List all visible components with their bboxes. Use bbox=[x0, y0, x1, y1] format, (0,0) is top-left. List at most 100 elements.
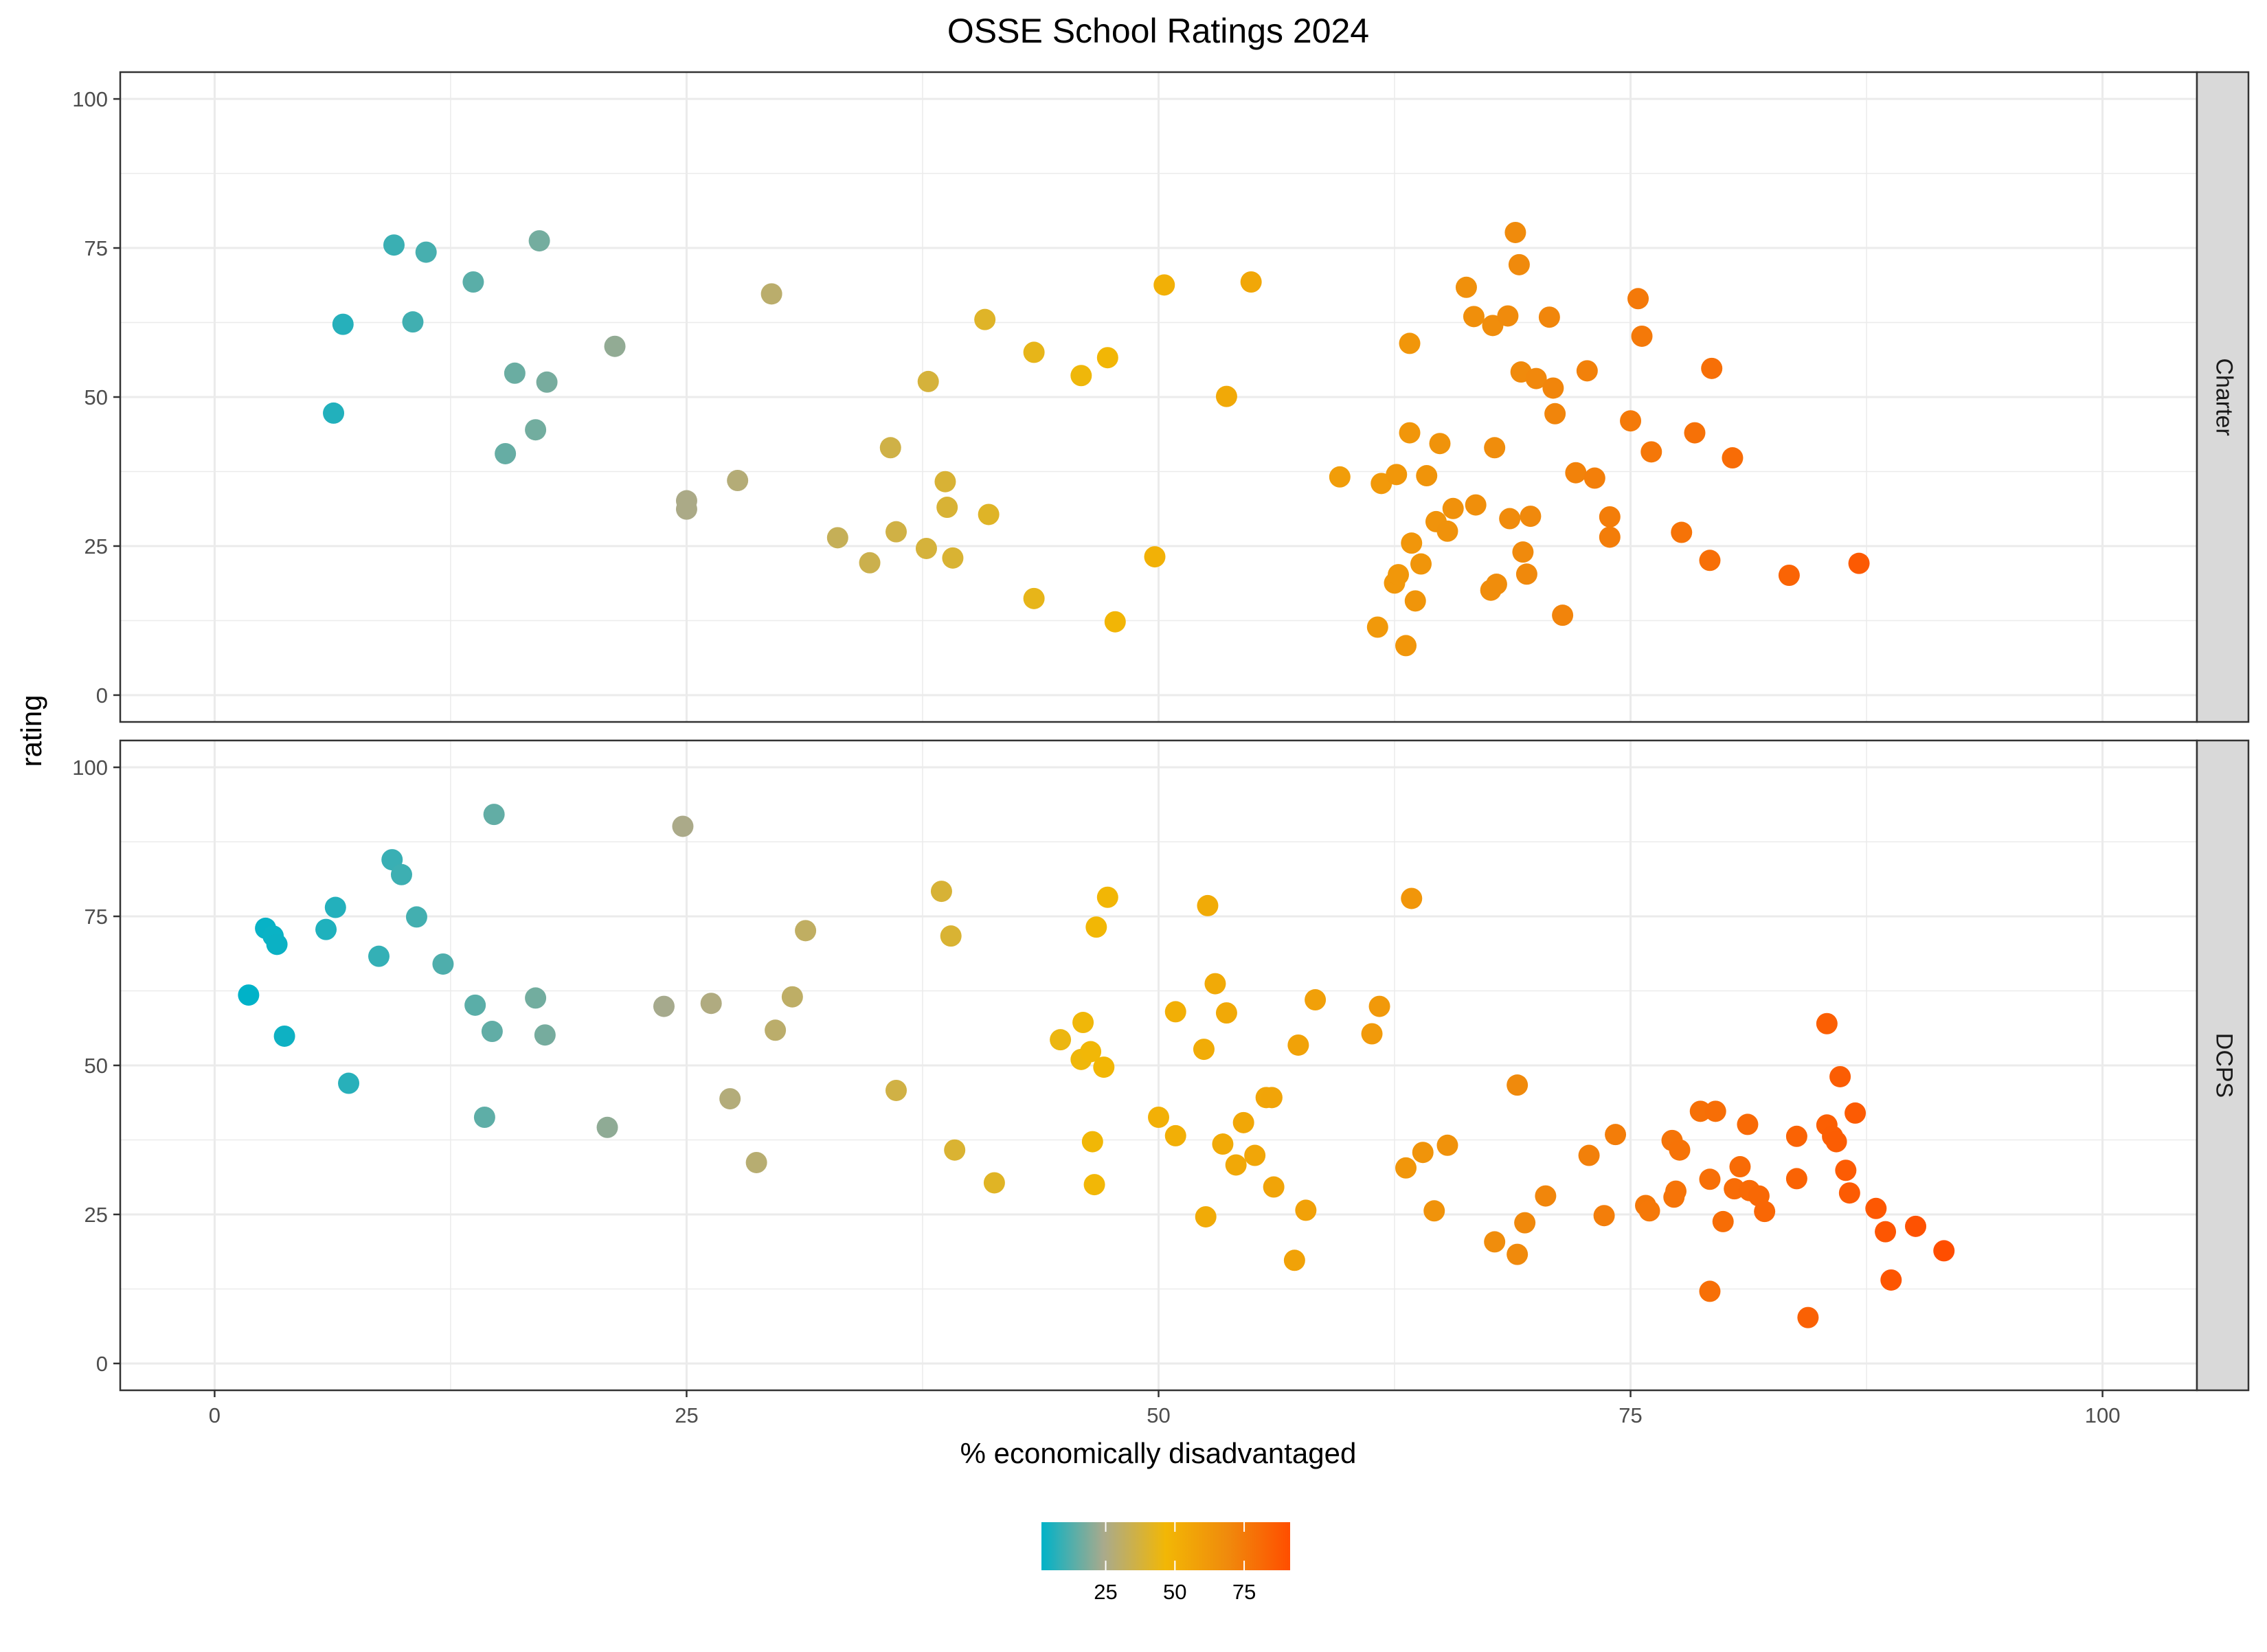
y-tick-label: 50 bbox=[84, 385, 108, 409]
data-point bbox=[1875, 1221, 1897, 1243]
data-point bbox=[1401, 532, 1423, 554]
data-point bbox=[1465, 494, 1487, 516]
legend-tick-label: 75 bbox=[1232, 1580, 1256, 1604]
data-point bbox=[238, 984, 260, 1006]
x-axis-ticks: 0 25 50 75 100 bbox=[209, 1390, 2120, 1427]
data-point bbox=[1096, 886, 1118, 908]
data-point bbox=[1395, 635, 1417, 657]
data-point bbox=[1482, 315, 1504, 337]
data-point bbox=[596, 1116, 618, 1138]
chart-title: OSSE School Ratings 2024 bbox=[947, 12, 1369, 50]
data-point bbox=[1905, 1215, 1927, 1237]
data-point bbox=[1712, 1210, 1734, 1232]
data-point bbox=[273, 1025, 295, 1047]
data-point bbox=[1401, 887, 1423, 909]
data-point bbox=[1215, 385, 1237, 407]
y-tick-label: 0 bbox=[96, 683, 108, 708]
y-tick-label: 100 bbox=[72, 87, 108, 111]
data-point bbox=[1081, 1131, 1103, 1153]
data-point bbox=[1072, 1012, 1094, 1034]
data-point bbox=[525, 987, 547, 1009]
data-point bbox=[1865, 1197, 1887, 1219]
data-point bbox=[481, 1021, 503, 1043]
data-point bbox=[1583, 467, 1605, 489]
data-point bbox=[1023, 587, 1045, 609]
data-point bbox=[1593, 1205, 1615, 1227]
data-point bbox=[1244, 1144, 1266, 1166]
data-point bbox=[1423, 1200, 1445, 1222]
legend-tick-label: 50 bbox=[1163, 1580, 1186, 1604]
data-point bbox=[1512, 541, 1534, 563]
data-point bbox=[727, 470, 749, 492]
color-legend: 25 50 75 bbox=[1041, 1522, 1290, 1604]
data-point bbox=[1689, 1100, 1711, 1122]
data-point bbox=[1395, 1157, 1417, 1179]
data-point bbox=[1104, 611, 1126, 633]
data-point bbox=[1848, 552, 1870, 574]
data-point bbox=[1640, 441, 1662, 463]
data-point bbox=[859, 552, 881, 574]
data-point bbox=[1669, 1139, 1691, 1161]
data-point bbox=[1305, 989, 1327, 1011]
y-tick-label: 100 bbox=[72, 756, 108, 780]
panel-charter: 0 25 50 75 100 Charter bbox=[72, 71, 2250, 723]
y-tick-label: 50 bbox=[84, 1054, 108, 1078]
data-point bbox=[534, 1024, 556, 1046]
data-point bbox=[653, 995, 675, 1017]
panel-charter-grid bbox=[120, 72, 2197, 722]
data-point bbox=[1416, 465, 1438, 487]
data-point bbox=[1729, 1156, 1751, 1178]
data-point bbox=[432, 953, 454, 975]
data-point bbox=[1504, 221, 1526, 243]
data-point bbox=[1542, 377, 1564, 399]
data-point bbox=[1671, 521, 1693, 543]
data-point bbox=[915, 537, 937, 559]
data-point bbox=[940, 925, 962, 947]
legend-tick-label: 25 bbox=[1094, 1580, 1117, 1604]
data-point bbox=[1366, 616, 1388, 638]
data-point bbox=[1880, 1269, 1902, 1291]
data-point bbox=[1933, 1240, 1955, 1262]
data-point bbox=[462, 271, 484, 293]
panel-dcps-grid bbox=[120, 740, 2197, 1390]
data-point bbox=[528, 230, 550, 252]
data-point bbox=[672, 815, 694, 837]
data-point bbox=[604, 335, 626, 357]
panel-dcps-y-ticks: 0 25 50 75 100 bbox=[72, 756, 120, 1376]
data-point bbox=[504, 362, 526, 384]
panel-dcps: 0 25 50 75 100 DCPS bbox=[72, 739, 2250, 1392]
data-point bbox=[1737, 1113, 1759, 1135]
data-point bbox=[1164, 1001, 1186, 1023]
data-point bbox=[1499, 508, 1521, 530]
data-point bbox=[1148, 1107, 1169, 1129]
data-point bbox=[886, 1079, 907, 1101]
data-point bbox=[1631, 325, 1653, 347]
data-point bbox=[1096, 347, 1118, 369]
data-point bbox=[1410, 553, 1432, 575]
data-point bbox=[1620, 410, 1642, 432]
data-point bbox=[464, 994, 486, 1016]
data-point bbox=[886, 521, 907, 543]
data-point bbox=[1240, 271, 1262, 293]
data-point bbox=[323, 402, 345, 424]
data-point bbox=[1144, 546, 1166, 568]
data-point bbox=[1507, 1074, 1529, 1096]
data-point bbox=[1023, 341, 1045, 363]
data-point bbox=[1508, 253, 1530, 275]
data-point bbox=[1835, 1159, 1857, 1181]
data-point bbox=[1785, 1125, 1807, 1147]
data-point bbox=[1263, 1176, 1285, 1198]
data-point bbox=[1507, 1243, 1529, 1265]
y-tick-label: 25 bbox=[84, 1203, 108, 1227]
data-point bbox=[1599, 506, 1621, 528]
data-point bbox=[1455, 276, 1477, 298]
data-point bbox=[1605, 1124, 1627, 1146]
data-point bbox=[1404, 590, 1426, 612]
data-point bbox=[1399, 422, 1421, 444]
data-point bbox=[525, 419, 547, 441]
data-point bbox=[765, 1019, 787, 1041]
data-point bbox=[1638, 1200, 1660, 1222]
data-point bbox=[1436, 1134, 1458, 1156]
data-point bbox=[1497, 305, 1519, 327]
